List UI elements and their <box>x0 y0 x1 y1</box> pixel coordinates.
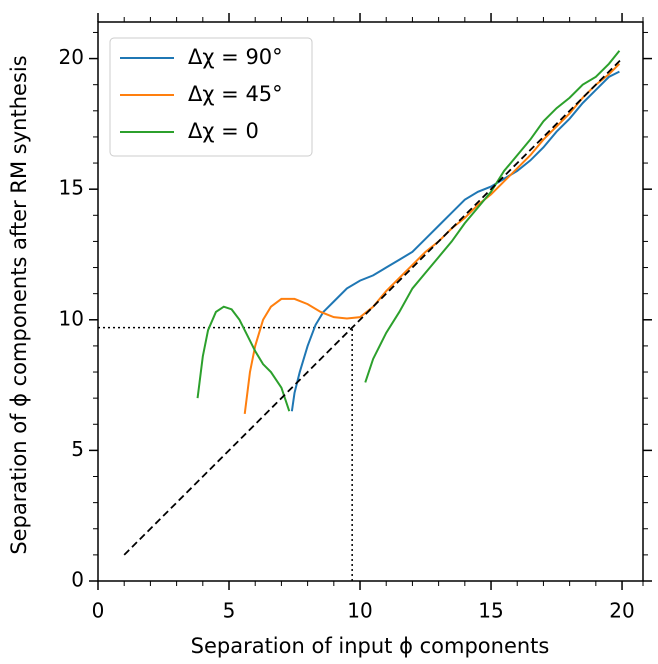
legend-box <box>109 37 313 157</box>
x-axis-label: Separation of input ϕ components <box>191 634 550 658</box>
x-tick-label: 15 <box>478 599 503 623</box>
y-tick-label: 15 <box>59 176 84 200</box>
x-tick-label: 20 <box>609 599 634 623</box>
x-tick-label: 10 <box>347 599 372 623</box>
series-line <box>196 50 621 412</box>
x-tick-label: 0 <box>92 599 105 623</box>
y-tick-label: 10 <box>59 306 84 330</box>
legend-label: Δχ = 45° <box>188 82 283 106</box>
y-tick-label: 0 <box>71 568 84 592</box>
x-tick-label: 5 <box>223 599 236 623</box>
y-tick-label: 20 <box>59 45 84 69</box>
y-tick-label: 5 <box>71 437 84 461</box>
series-line <box>243 63 621 414</box>
legend-label: Δχ = 90° <box>188 45 283 69</box>
series-line <box>290 70 620 412</box>
plot-frame <box>97 21 644 582</box>
reference-line <box>123 57 623 556</box>
legend-label: Δχ = 0 <box>188 119 259 143</box>
y-axis-label: Separation of ϕ components after RM synt… <box>7 55 31 554</box>
